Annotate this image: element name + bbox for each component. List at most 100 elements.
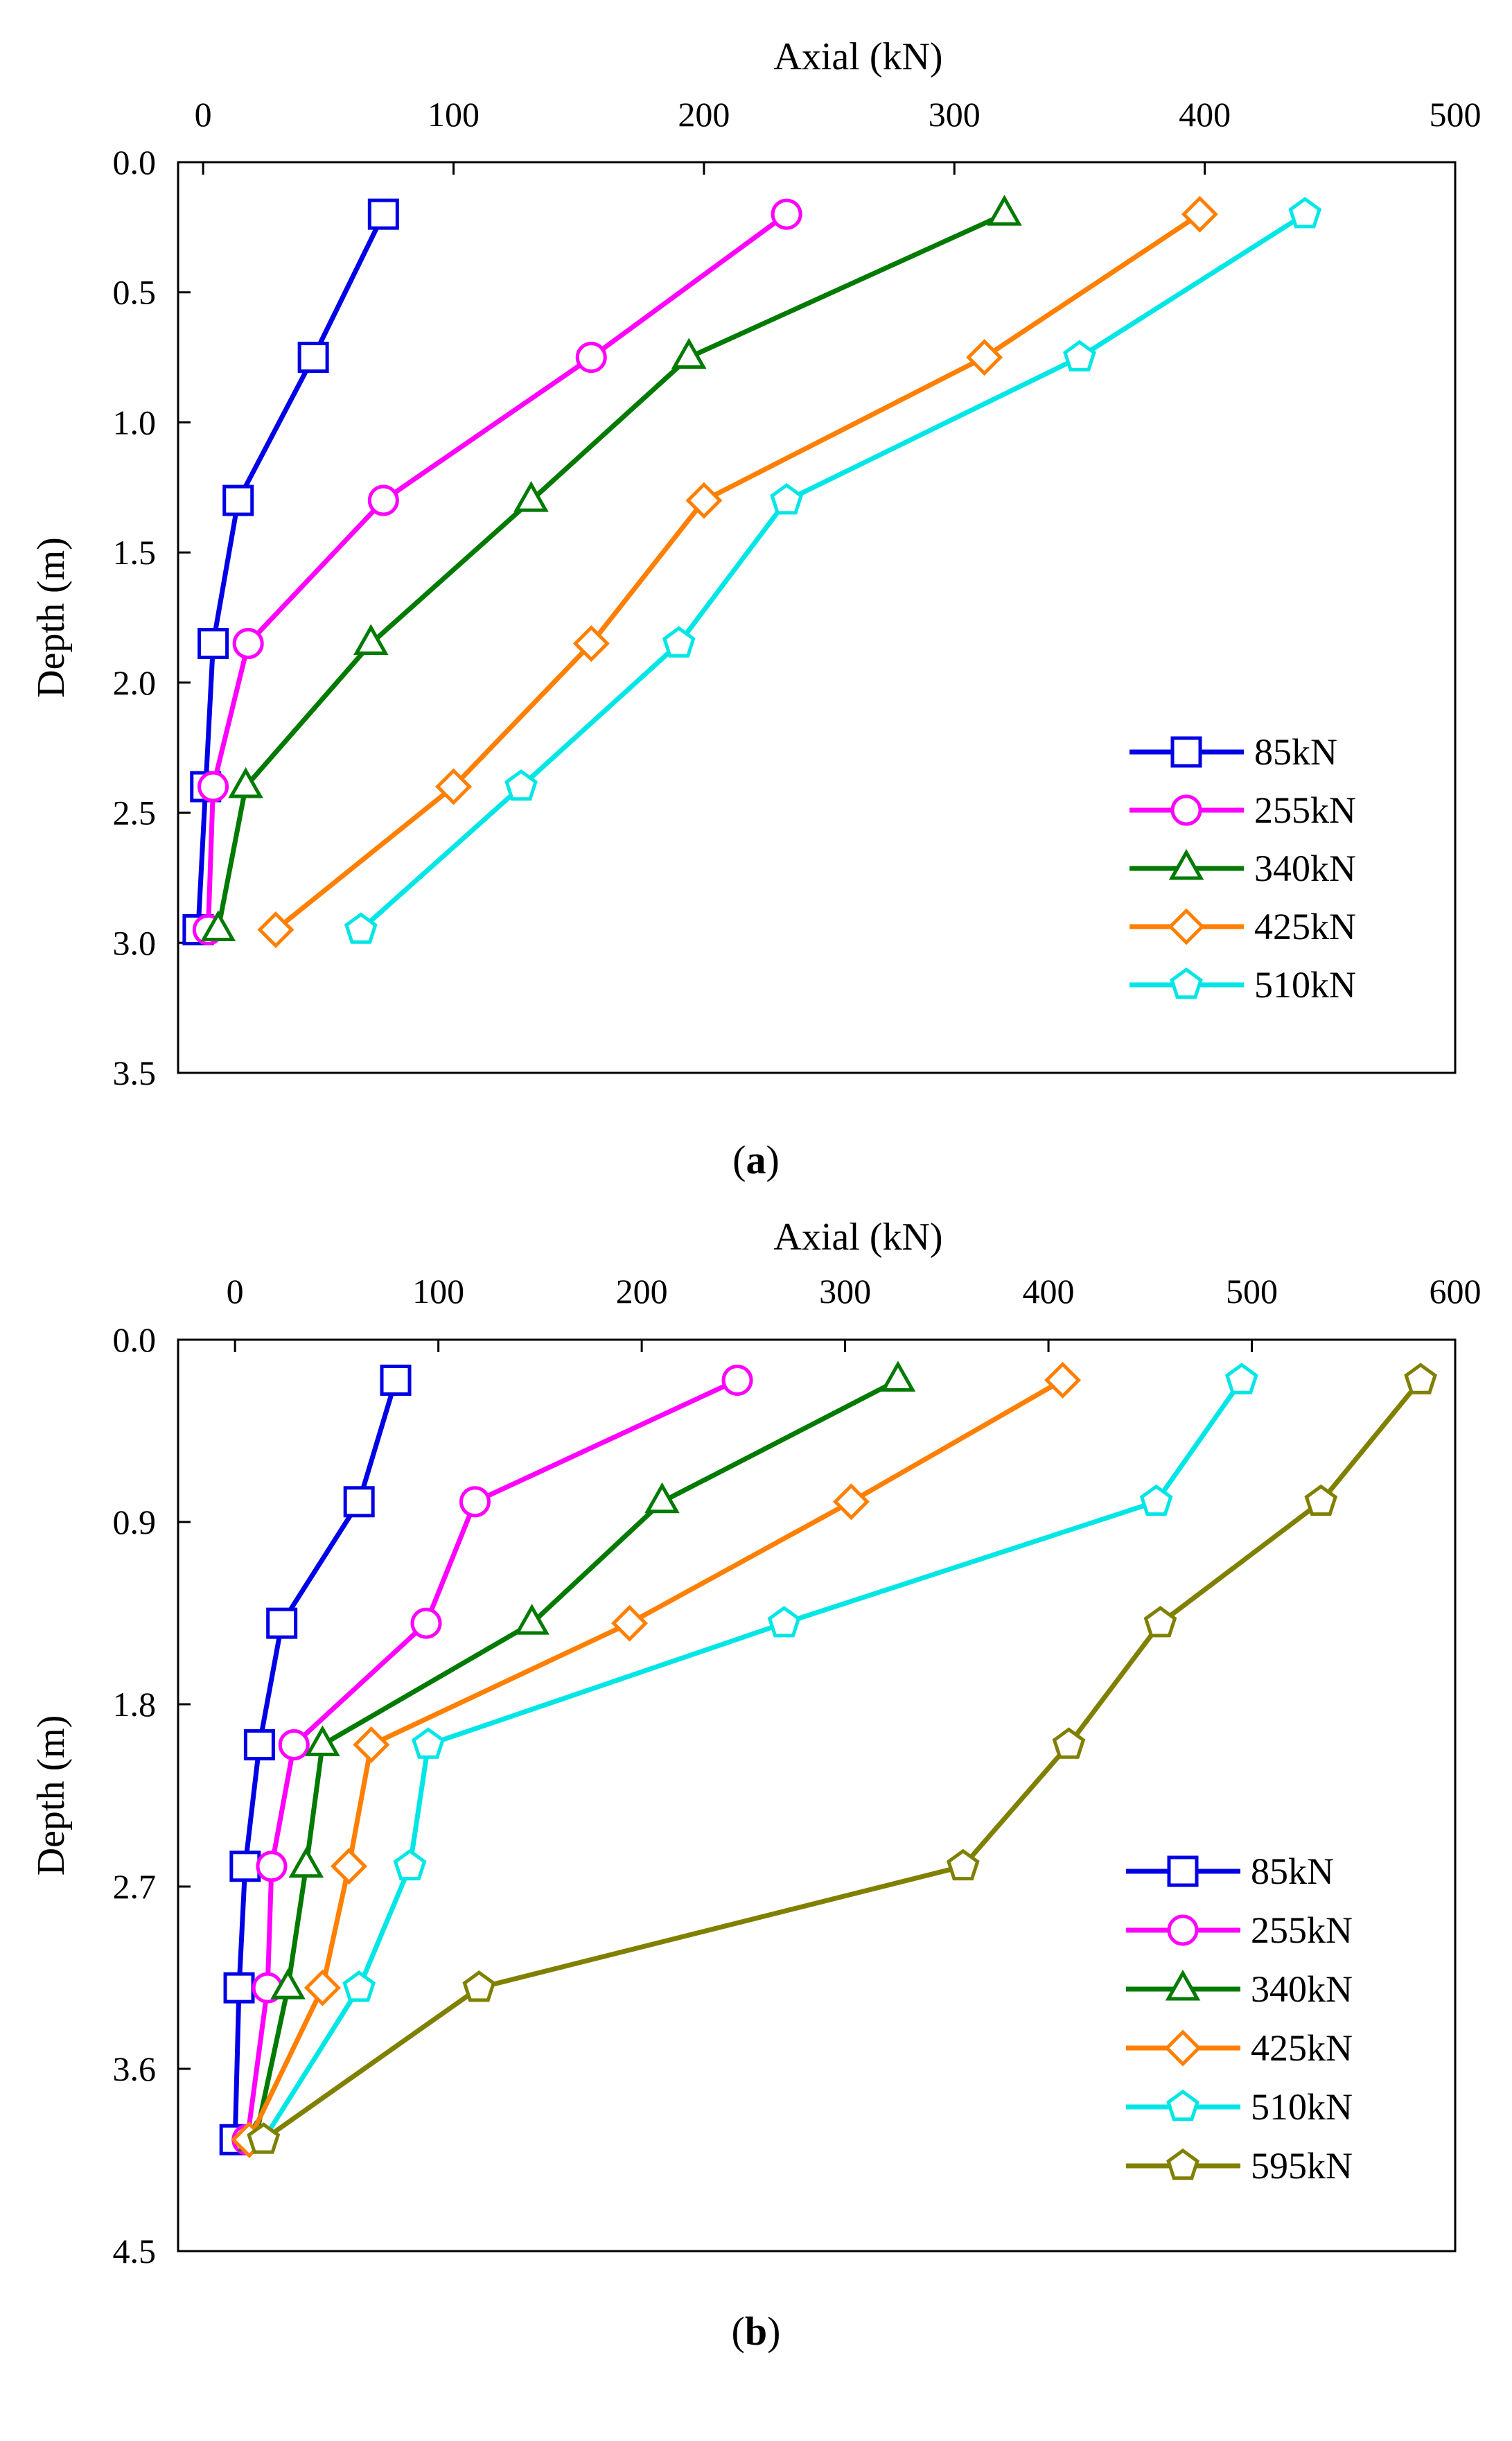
- data-point-255kN: [278, 1729, 310, 1760]
- data-point-85kN: [197, 628, 229, 660]
- y-tick-label: 2.7: [113, 1867, 157, 1906]
- data-point-425kN: [1044, 1361, 1082, 1399]
- data-point-595kN: [1052, 1727, 1086, 1759]
- legend-marker-595kN: [1166, 2148, 1199, 2180]
- data-point-425kN: [434, 768, 473, 805]
- data-point-510kN: [1288, 197, 1322, 229]
- data-point-595kN: [247, 2122, 281, 2154]
- x-tick-label: 300: [819, 1272, 871, 1311]
- data-point-510kN: [412, 1727, 445, 1759]
- data-point-425kN: [1181, 195, 1218, 233]
- data-point-340kN: [270, 1968, 306, 2000]
- y-tick-label: 3.5: [113, 1053, 157, 1092]
- legend-label-85kN: 85kN: [1251, 1851, 1334, 1892]
- legend-marker-340kN: [1168, 848, 1204, 880]
- data-point-255kN: [197, 771, 229, 803]
- y-tick-label: 2.0: [113, 663, 157, 702]
- y-tick-label: 0.9: [113, 1503, 157, 1541]
- data-point-340kN: [200, 910, 236, 941]
- panel-label-a: (a): [732, 1137, 780, 1182]
- legend-label-340kN: 340kN: [1251, 1968, 1353, 2010]
- data-point-340kN: [228, 767, 263, 798]
- legend-label-425kN: 425kN: [1251, 2027, 1353, 2069]
- data-point-425kN: [610, 1604, 649, 1642]
- data-point-255kN: [459, 1486, 491, 1518]
- x-tick-label: 200: [678, 95, 730, 134]
- data-point-340kN: [288, 1846, 324, 1878]
- y-tick-label: 1.0: [113, 403, 157, 441]
- data-point-595kN: [1143, 1606, 1177, 1638]
- data-point-85kN: [297, 342, 329, 374]
- legend-marker-85kN: [1170, 736, 1202, 768]
- data-point-425kN: [330, 1848, 368, 1885]
- data-point-85kN: [266, 1607, 298, 1639]
- legend-marker-255kN: [1167, 1914, 1199, 1946]
- data-point-255kN: [575, 342, 607, 374]
- data-point-340kN: [513, 481, 549, 512]
- data-point-340kN: [305, 1725, 340, 1756]
- x-tick-label: 0: [195, 95, 212, 134]
- data-point-340kN: [353, 624, 389, 655]
- legend-label-425kN: 425kN: [1254, 906, 1356, 947]
- data-point-85kN: [380, 1364, 412, 1396]
- x-tick-label: 400: [1179, 95, 1231, 134]
- y-tick-label: 3.0: [113, 923, 157, 962]
- series-line-425kN: [274, 212, 1202, 932]
- data-point-255kN: [232, 628, 264, 660]
- y-tick-label: 0.0: [113, 1320, 157, 1359]
- legend-marker-85kN: [1167, 1855, 1199, 1887]
- data-point-510kN: [342, 1970, 376, 2002]
- data-point-255kN: [771, 198, 802, 230]
- y-tick-label: 1.8: [113, 1685, 157, 1724]
- data-point-340kN: [514, 1604, 550, 1635]
- data-point-425kN: [832, 1483, 870, 1521]
- legend-label-85kN: 85kN: [1254, 731, 1337, 773]
- data-point-340kN: [880, 1361, 916, 1392]
- x-axis-title: Axial (kN): [773, 1216, 942, 1259]
- y-tick-label: 2.5: [113, 794, 157, 832]
- data-point-340kN: [987, 195, 1022, 226]
- y-axis-title: Depth (m): [30, 1715, 73, 1876]
- data-point-425kN: [257, 911, 295, 949]
- data-point-595kN: [1404, 1363, 1437, 1394]
- legend-marker-255kN: [1170, 794, 1202, 826]
- legend-marker-425kN: [1168, 908, 1205, 945]
- legend-label-595kN: 595kN: [1251, 2145, 1353, 2187]
- y-tick-label: 1.5: [113, 533, 157, 572]
- x-tick-label: 600: [1430, 1272, 1482, 1311]
- x-tick-label: 0: [227, 1272, 244, 1311]
- data-point-85kN: [243, 1729, 275, 1760]
- data-point-510kN: [1224, 1363, 1258, 1394]
- x-tick-label: 500: [1226, 1272, 1278, 1311]
- series-line-255kN: [205, 212, 789, 930]
- legend-label-255kN: 255kN: [1254, 789, 1356, 831]
- series-line-510kN: [359, 212, 1307, 932]
- data-point-255kN: [721, 1364, 753, 1396]
- data-point-340kN: [671, 338, 707, 369]
- data-point-255kN: [410, 1607, 442, 1639]
- chart-a: 0 100 200 300 400 500 0.0 0.5 1.0 1.5 2.0 2.5 3.0 3.5…: [30, 35, 1482, 1092]
- data-point-510kN: [504, 769, 538, 801]
- data-point-425kN: [353, 1726, 390, 1763]
- legend-marker-340kN: [1165, 1969, 1201, 2001]
- legend-label-510kN: 510kN: [1254, 964, 1356, 1006]
- data-point-425kN: [685, 482, 723, 519]
- panel-label-b: (b): [731, 2309, 781, 2354]
- legend-label-255kN: 255kN: [1251, 1909, 1353, 1951]
- data-point-510kN: [767, 1606, 801, 1638]
- x-tick-label: 100: [412, 1272, 464, 1311]
- chart-b: 0 100 200 300 400 500 600 0.0 0.9 1.8 2.7 3.6 4.5 Axi…: [30, 1216, 1482, 2271]
- series-line-85kN: [195, 213, 386, 930]
- y-tick-label: 0.0: [113, 143, 157, 182]
- data-point-85kN: [343, 1486, 375, 1518]
- data-point-595kN: [946, 1848, 980, 1881]
- data-point-510kN: [770, 483, 804, 515]
- data-point-340kN: [644, 1482, 680, 1514]
- data-point-85kN: [223, 1972, 255, 2004]
- data-point-85kN: [222, 484, 254, 516]
- y-tick-label: 3.6: [113, 2049, 157, 2088]
- data-point-425kN: [966, 339, 1003, 376]
- y-tick-label: 4.5: [113, 2232, 157, 2271]
- data-point-255kN: [367, 484, 399, 516]
